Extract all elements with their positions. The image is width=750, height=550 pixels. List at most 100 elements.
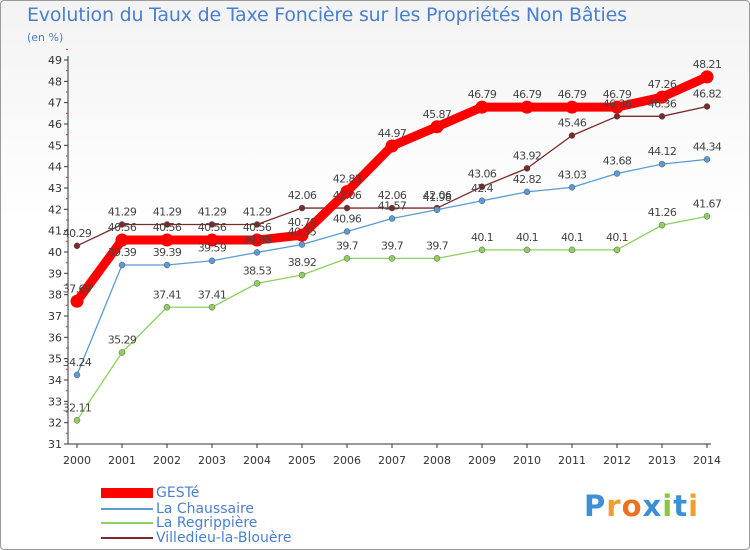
data-label: 38.53 bbox=[243, 264, 272, 277]
data-label: 32.11 bbox=[63, 401, 92, 414]
data-point bbox=[208, 257, 216, 264]
unit-label: (en %) bbox=[27, 31, 64, 44]
data-point bbox=[478, 197, 486, 205]
logo-letter: i bbox=[662, 489, 674, 523]
data-point bbox=[658, 221, 666, 229]
data-label: 48.21 bbox=[693, 58, 722, 71]
data-point bbox=[568, 246, 576, 254]
x-tick-label: 2005 bbox=[288, 454, 316, 467]
data-label: 41.29 bbox=[243, 205, 272, 218]
data-label: 46.79 bbox=[513, 88, 542, 101]
data-point bbox=[523, 188, 531, 196]
data-label: 42.82 bbox=[513, 173, 542, 186]
data-point bbox=[388, 255, 396, 262]
x-tick-label: 2008 bbox=[423, 454, 451, 467]
proxiti-logo: Proxiti bbox=[584, 489, 699, 523]
y-tick-label: 42 bbox=[48, 203, 62, 216]
data-label: 40.1 bbox=[516, 231, 538, 244]
data-point bbox=[613, 113, 621, 120]
data-point bbox=[253, 221, 261, 228]
x-tick-label: 2014 bbox=[693, 454, 721, 467]
data-label: 39.39 bbox=[108, 246, 137, 259]
data-point bbox=[118, 261, 126, 269]
data-label: 41.29 bbox=[198, 205, 227, 218]
data-label: 44.12 bbox=[648, 145, 677, 158]
logo-letter: P bbox=[584, 489, 607, 523]
data-label: 46.82 bbox=[693, 88, 722, 101]
y-tick-label: 34 bbox=[48, 374, 62, 387]
data-label: 40.96 bbox=[333, 213, 362, 226]
data-point bbox=[388, 215, 396, 222]
data-point bbox=[343, 228, 351, 235]
data-label: 47.26 bbox=[648, 78, 677, 91]
data-label: 37.69 bbox=[63, 282, 92, 295]
y-tick-label: 32 bbox=[48, 417, 62, 430]
data-point bbox=[298, 241, 306, 248]
legend-label-villedieu-la-blouere: Villedieu-la-Blouère bbox=[156, 530, 292, 546]
data-point bbox=[343, 204, 351, 212]
data-point bbox=[520, 100, 534, 114]
data-label: 41.67 bbox=[693, 197, 722, 210]
data-point bbox=[298, 204, 306, 212]
data-label: 37.41 bbox=[198, 288, 227, 301]
data-point bbox=[385, 139, 399, 153]
data-label: 45.46 bbox=[558, 117, 587, 130]
y-tick-label: 38 bbox=[48, 289, 62, 302]
data-point bbox=[340, 185, 354, 199]
x-tick-label: 2006 bbox=[333, 454, 361, 467]
data-label: 40.29 bbox=[63, 227, 92, 240]
data-point bbox=[475, 100, 489, 114]
data-point bbox=[703, 103, 711, 110]
legend-swatch-la-chaussaire bbox=[101, 508, 153, 510]
data-label: 41.29 bbox=[108, 205, 137, 218]
data-point bbox=[163, 261, 171, 269]
data-label: 46.79 bbox=[603, 88, 632, 101]
data-label: 42.06 bbox=[423, 189, 452, 202]
logo-letter: i bbox=[688, 489, 700, 523]
x-tick-label: 2012 bbox=[603, 454, 631, 467]
y-tick-label: 35 bbox=[48, 353, 62, 366]
x-tick-label: 2013 bbox=[648, 454, 676, 467]
legend-swatch-geste bbox=[101, 488, 153, 498]
data-label: 40.56 bbox=[198, 221, 227, 234]
data-label: 39.59 bbox=[198, 242, 227, 255]
y-tick-label: 45 bbox=[48, 139, 62, 152]
data-point bbox=[298, 271, 306, 279]
data-point bbox=[73, 417, 81, 424]
legend-label-la-regrippiere: La Regrippière bbox=[156, 515, 258, 531]
y-tick-label: 47 bbox=[48, 97, 62, 110]
data-label: 34.24 bbox=[63, 356, 92, 369]
y-tick-label: 31 bbox=[48, 438, 62, 451]
data-point bbox=[115, 233, 129, 247]
data-label: 43.06 bbox=[468, 168, 497, 181]
x-tick-label: 2009 bbox=[468, 454, 496, 467]
data-label: 46.79 bbox=[558, 88, 587, 101]
data-point bbox=[343, 255, 351, 262]
data-label: 42.4 bbox=[471, 182, 494, 195]
y-tick-label: 39 bbox=[48, 267, 62, 280]
data-point bbox=[253, 280, 261, 287]
y-tick-label: 41 bbox=[48, 225, 62, 238]
y-tick-label: 48 bbox=[48, 75, 62, 88]
x-tick-label: 2001 bbox=[108, 454, 136, 467]
data-label: 39.98 bbox=[243, 233, 272, 246]
data-point bbox=[700, 70, 714, 84]
data-label: 40.1 bbox=[471, 231, 493, 244]
data-point bbox=[70, 294, 84, 308]
data-point bbox=[478, 183, 486, 190]
data-point bbox=[433, 255, 441, 262]
data-point bbox=[205, 233, 219, 247]
legend-label-la-chaussaire: La Chaussaire bbox=[156, 501, 255, 517]
y-tick-label: 44 bbox=[48, 161, 62, 174]
data-point bbox=[295, 228, 309, 242]
data-point bbox=[208, 304, 216, 311]
data-point bbox=[658, 160, 666, 168]
data-label: 44.34 bbox=[693, 140, 722, 153]
data-point bbox=[478, 246, 486, 254]
data-label: 40.1 bbox=[606, 231, 628, 244]
x-tick-label: 2002 bbox=[153, 454, 181, 467]
data-label: 41.98 bbox=[423, 191, 452, 204]
x-tick-label: 2007 bbox=[378, 454, 406, 467]
